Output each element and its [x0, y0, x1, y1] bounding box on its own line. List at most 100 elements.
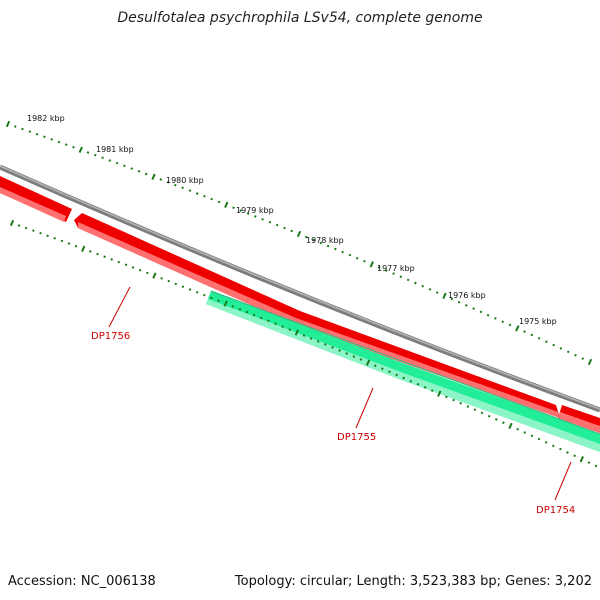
outer-tick-mark [384, 269, 388, 272]
outer-tick-mark [93, 153, 97, 157]
dp1755-leader-line [355, 387, 374, 429]
outer-tick-mark [203, 194, 206, 198]
inner-tick-mark [281, 325, 284, 329]
inner-tick-mark [566, 451, 569, 454]
outer-tick-mark [334, 247, 337, 251]
gene-label-dp1755[interactable]: DP1755 [337, 432, 376, 443]
outer-tick-mark [130, 167, 134, 170]
outer-tick-mark [268, 220, 272, 224]
outer-tick-mark [188, 189, 192, 192]
gene-dp1755-arrow[interactable] [206, 290, 600, 452]
inner-tick-mark [245, 310, 249, 314]
dp1754-leader-line [554, 461, 572, 501]
outer-tick-mark [435, 291, 439, 294]
inner-tick-mark [445, 395, 448, 399]
inner-tick-mark [138, 268, 142, 272]
inner-tick-mark [516, 427, 520, 431]
outer-tick-mark [21, 127, 24, 131]
outer-tick-mark [246, 212, 250, 215]
inner-tick-mark [551, 444, 555, 448]
outer-tick-mark [587, 358, 593, 366]
inner-tick-mark [316, 340, 320, 343]
gene-label-dp1754[interactable]: DP1754 [536, 505, 575, 516]
inner-tick-mark [494, 418, 498, 421]
outer-tick-mark [428, 288, 432, 291]
outer-tick-mark [559, 347, 563, 350]
inner-scale-ticks [9, 219, 598, 468]
outer-tick-mark [545, 340, 548, 344]
inner-tick-mark [167, 279, 171, 283]
inner-tick-mark [359, 358, 363, 361]
outer-tick-mark [195, 192, 199, 195]
outer-tick-mark [181, 186, 184, 190]
inner-tick-mark [39, 231, 42, 235]
outer-tick-mark [304, 235, 308, 239]
inner-tick-mark [473, 408, 477, 412]
outer-tick-mark [28, 130, 32, 133]
inner-tick-mark [110, 258, 114, 261]
outer-tick-mark [217, 200, 221, 204]
inner-tick-mark [124, 263, 128, 267]
outer-tick-mark [406, 278, 410, 282]
inner-tick-mark [46, 234, 49, 238]
outer-tick-mark [57, 140, 61, 144]
outer-tick-mark [253, 215, 257, 218]
kbp-label-1977: 1977 kbp [377, 264, 415, 273]
inner-tick-mark [117, 260, 121, 264]
kbp-label-1978: 1978 kbp [306, 236, 344, 245]
inner-tick-mark [259, 316, 263, 320]
gene-forward-arrow[interactable] [74, 213, 560, 418]
outer-tick-mark [537, 336, 541, 340]
outer-tick-mark [319, 241, 323, 245]
outer-tick-mark [479, 310, 483, 314]
gene-dp1754-arrow[interactable] [558, 405, 600, 433]
inner-tick-mark [96, 252, 99, 256]
outer-tick-mark [64, 143, 68, 146]
inner-tick-mark [373, 364, 377, 368]
outer-tick-mark [13, 125, 17, 128]
outer-tick-mark [326, 244, 330, 248]
outer-tick-mark [296, 230, 302, 238]
inner-tick-mark [252, 313, 256, 317]
outer-tick-mark [355, 256, 359, 260]
inner-tick-mark [81, 245, 86, 252]
inner-tick-mark [238, 307, 242, 311]
genome-backbone [0, 164, 600, 413]
inner-tick-mark [217, 299, 220, 303]
outer-tick-mark [552, 343, 555, 347]
inner-tick-mark [174, 282, 178, 286]
outer-tick-mark [173, 183, 177, 187]
inner-tick-mark [210, 296, 213, 300]
inner-tick-mark [338, 349, 341, 352]
inner-tick-mark [466, 405, 470, 408]
outer-tick-mark [464, 304, 468, 307]
inner-tick-mark [195, 290, 199, 294]
outer-tick-mark [574, 353, 577, 357]
outer-tick-mark [312, 238, 315, 242]
inner-tick-mark [395, 373, 398, 377]
inner-tick-mark [587, 461, 591, 464]
inner-tick-mark [131, 266, 135, 269]
inner-tick-mark [365, 359, 371, 366]
gene-dp1756-arrow[interactable] [0, 176, 72, 222]
outer-tick-mark [472, 307, 475, 310]
inner-tick-mark [302, 334, 306, 337]
inner-tick-mark [502, 421, 505, 425]
inner-tick-mark [67, 242, 71, 245]
inner-tick-mark [60, 239, 64, 243]
outer-tick-mark [224, 201, 229, 208]
outer-tick-mark [530, 333, 534, 337]
outer-tick-mark [115, 161, 119, 165]
inner-tick-mark [388, 370, 391, 374]
inner-tick-mark [231, 305, 235, 308]
inner-tick-mark [508, 422, 513, 430]
outer-tick-mark [341, 250, 344, 254]
inner-tick-mark [202, 293, 206, 297]
outer-tick-mark [166, 180, 170, 184]
kbp-label-1975: 1975 kbp [519, 317, 557, 326]
inner-tick-mark [267, 319, 270, 323]
gene-label-dp1756[interactable]: DP1756 [91, 331, 130, 342]
inner-tick-mark [594, 464, 598, 468]
outer-tick-mark [377, 266, 381, 269]
